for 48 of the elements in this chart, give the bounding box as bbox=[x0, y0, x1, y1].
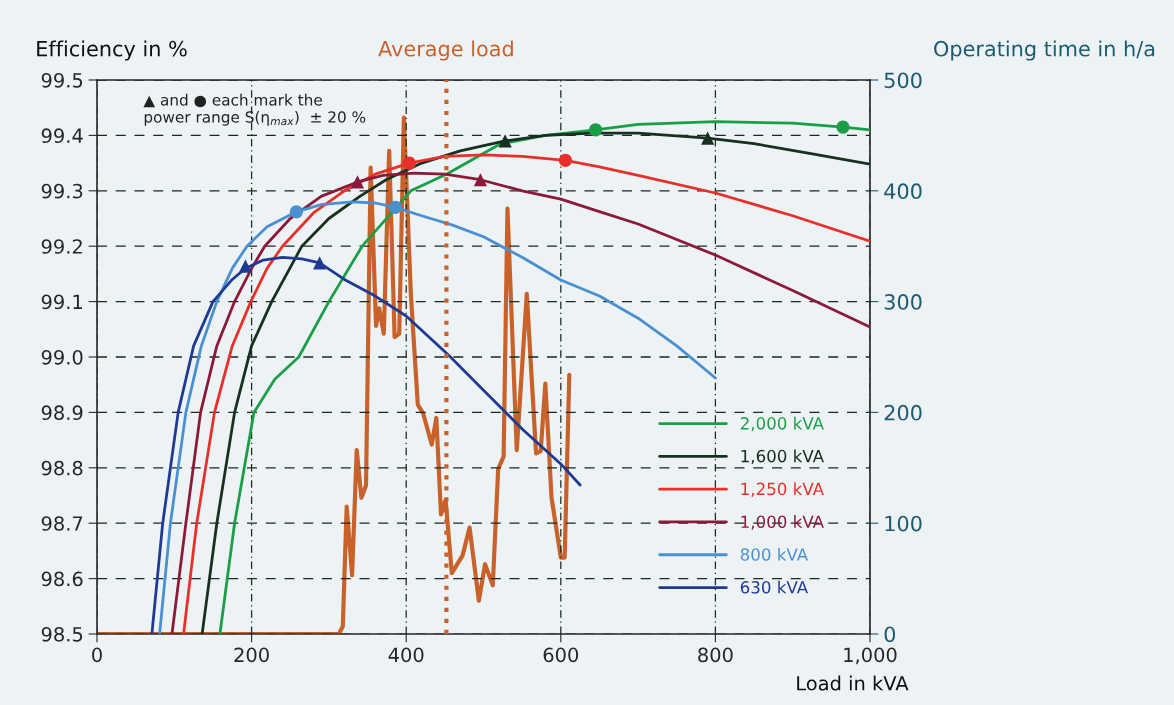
y-tick-label: 99.4 bbox=[41, 128, 83, 144]
point bbox=[589, 123, 603, 137]
ref-line-label: Average load bbox=[378, 40, 513, 61]
annotation: ▲ and ● each mark the power range S(η$_{max}$) ± 20 % bbox=[143, 93, 366, 126]
x-tick-label: 400 bbox=[388, 647, 424, 663]
point bbox=[402, 156, 416, 170]
y-tick-label: 99.1 bbox=[41, 294, 83, 310]
point bbox=[558, 153, 573, 167]
x-tick-label: 600 bbox=[543, 647, 579, 663]
point bbox=[498, 134, 512, 148]
point bbox=[289, 205, 304, 219]
point bbox=[473, 173, 487, 187]
x-axis-title: Load in kVA bbox=[797, 675, 909, 691]
y2-tick-label: 100 bbox=[885, 515, 922, 532]
y-axis-title: Efficiency in % bbox=[37, 40, 187, 61]
line-series bbox=[150, 255, 582, 634]
legend-label: 1,600 kVA bbox=[741, 449, 824, 465]
y-tick-label: 99.3 bbox=[41, 183, 83, 199]
legend-label: 630 kVA bbox=[740, 580, 809, 594]
x-tick-label: 1,000 bbox=[844, 647, 897, 665]
y-tick-label: 98.9 bbox=[41, 405, 83, 421]
y2-tick-label: 200 bbox=[884, 404, 922, 421]
y-tick-label: 98.5 bbox=[41, 626, 83, 642]
legend-label: 1,250 kVA bbox=[741, 482, 824, 497]
y-tick-label: 98.6 bbox=[41, 571, 83, 587]
y2-tick-label: 0 bbox=[884, 626, 896, 643]
y-tick-label: 99.2 bbox=[41, 239, 82, 254]
line-series bbox=[158, 200, 717, 634]
point bbox=[701, 131, 715, 145]
x-tick-label: 200 bbox=[234, 647, 269, 663]
y2-tick-label: 300 bbox=[884, 294, 922, 310]
x-tick-label: 800 bbox=[698, 647, 733, 663]
y-tick-label: 99.0 bbox=[41, 349, 83, 365]
legend-label: 2,000 kVA bbox=[740, 416, 824, 432]
x-tick-label: 0 bbox=[92, 647, 102, 663]
y-tick-label: 99.5 bbox=[41, 72, 83, 88]
y2-tick-label: 400 bbox=[884, 183, 922, 200]
y-tick-label: 98.7 bbox=[41, 516, 83, 531]
legend-label: 1,000 kVA bbox=[741, 515, 824, 530]
legend-label: 800 kVA bbox=[740, 547, 809, 561]
point bbox=[238, 259, 252, 273]
y-tick-label: 98.8 bbox=[41, 460, 83, 476]
point bbox=[388, 200, 402, 215]
point bbox=[836, 120, 850, 134]
y2-tick-label: 500 bbox=[884, 72, 922, 89]
point bbox=[313, 256, 327, 270]
y2-axis-title: Operating time in h/a bbox=[934, 40, 1155, 61]
point bbox=[350, 175, 365, 189]
